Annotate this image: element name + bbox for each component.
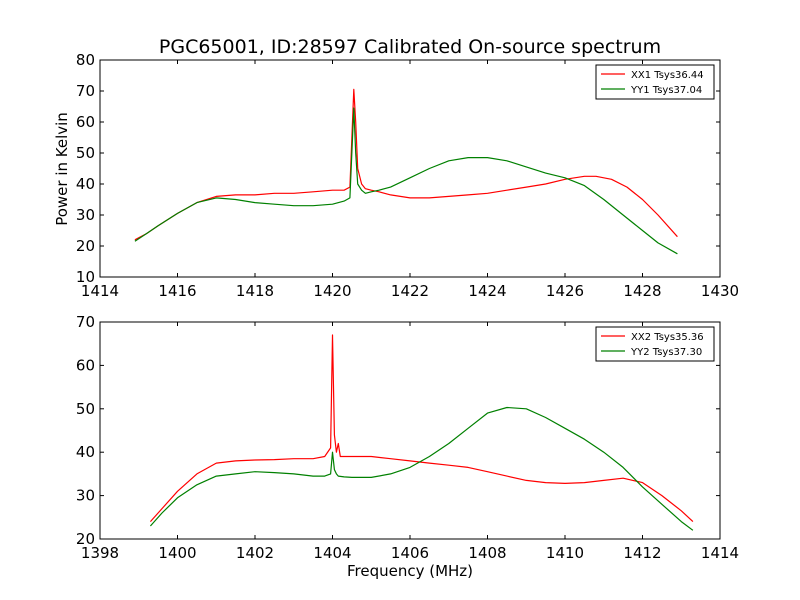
top-panel-x-tick-label: 1420 — [313, 282, 351, 300]
top-panel-x-tick-label: 1422 — [391, 282, 429, 300]
bottom-panel-y-tick-label: 60 — [76, 356, 95, 374]
bottom-panel-x-tick-label: 1400 — [158, 544, 196, 562]
top-panel-y-tick-label: 20 — [76, 237, 95, 255]
bottom-panel-legend-entry: XX2 Tsys35.36 — [631, 332, 704, 343]
bottom-panel-x-tick-label: 1410 — [546, 544, 584, 562]
top-panel-x-tick-label: 1430 — [701, 282, 739, 300]
bottom-panel-y-tick-label: 30 — [76, 487, 95, 505]
bottom-panel-legend-entry: YY2 Tsys37.30 — [630, 347, 702, 358]
bottom-panel-x-tick-label: 1414 — [701, 544, 739, 562]
top-panel-y-tick-label: 50 — [76, 144, 95, 162]
bottom-panel-y-tick-label: 50 — [76, 400, 95, 418]
top-panel-x-tick-label: 1414 — [81, 282, 119, 300]
top-panel-y-tick-label: 70 — [76, 82, 95, 100]
bottom-panel-x-tick-label: 1406 — [391, 544, 429, 562]
top-panel: 1414 1416 1418 1420 1422 1424 1426 1428 1430 10 20… — [76, 51, 739, 300]
top-panel-x-tick-label: 1416 — [158, 282, 196, 300]
bottom-panel-series-line-2 — [149, 406, 694, 531]
bottom-panel-series-line-1 — [149, 334, 694, 523]
top-panel-y-axis-label: Power in Kelvin — [53, 112, 71, 226]
top-panel-series-line-2 — [134, 107, 678, 255]
bottom-panel-y-tick-label: 70 — [76, 313, 95, 331]
top-panel-x-tick-label: 1428 — [623, 282, 661, 300]
top-panel-y-tick-label: 40 — [76, 175, 95, 193]
bottom-panel-y-tick-label: 20 — [76, 530, 95, 548]
top-panel-legend-entry: XX1 Tsys36.44 — [631, 70, 704, 81]
bottom-panel-x-tick-label: 1412 — [623, 544, 661, 562]
bottom-panel-y-tick-label: 40 — [76, 443, 95, 461]
bottom-panel-x-tick-label: 1402 — [236, 544, 274, 562]
top-panel-y-tick-label: 80 — [76, 51, 95, 69]
top-panel-y-tick-label: 10 — [76, 268, 95, 286]
bottom-panel-x-tick-label: 1404 — [313, 544, 351, 562]
top-panel-x-tick-label: 1418 — [236, 282, 274, 300]
bottom-panel-legend — [595, 326, 715, 362]
top-panel-x-tick-label: 1424 — [468, 282, 506, 300]
bottom-panel: 1398 1400 1402 1404 1406 1408 1410 1412 1414 20 30… — [76, 313, 739, 562]
top-panel-y-tick-label: 30 — [76, 206, 95, 224]
bottom-panel-x-axis-label: Frequency (MHz) — [347, 562, 473, 580]
bottom-panel-x-tick-label: 1408 — [468, 544, 506, 562]
chart-title: PGC65001, ID:28597 Calibrated On-source … — [159, 36, 661, 58]
top-panel-series-line-1 — [134, 88, 678, 241]
bottom-panel-x-tick-label: 1398 — [81, 544, 119, 562]
top-panel-y-tick-label: 60 — [76, 113, 95, 131]
top-panel-legend — [595, 64, 715, 100]
top-panel-legend-entry: YY1 Tsys37.04 — [630, 85, 702, 96]
top-panel-x-tick-label: 1426 — [546, 282, 584, 300]
